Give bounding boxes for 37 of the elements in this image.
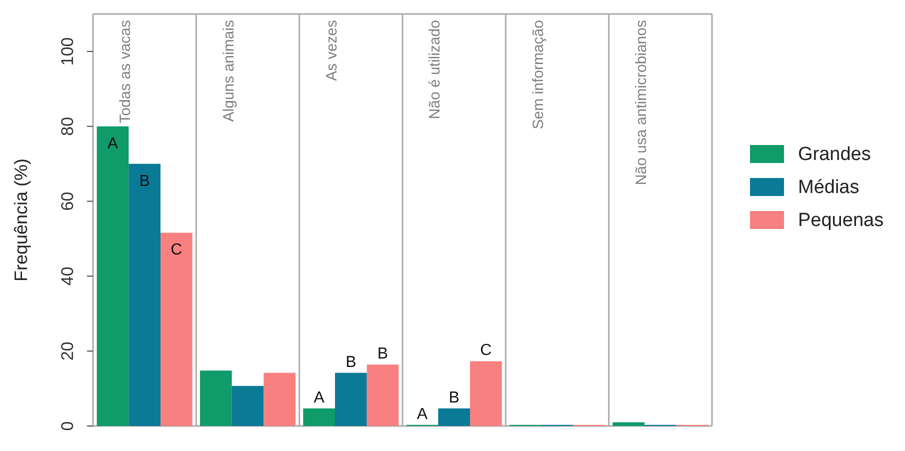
data-label: A bbox=[314, 389, 325, 406]
bar bbox=[366, 364, 399, 426]
x-tick-label: Sem informação bbox=[530, 20, 547, 130]
x-tick-label: Alguns animais bbox=[220, 20, 238, 122]
bar bbox=[334, 372, 367, 426]
data-label: B bbox=[139, 172, 150, 190]
bar bbox=[264, 372, 296, 426]
bar bbox=[438, 408, 470, 426]
data-label: C bbox=[170, 242, 182, 259]
y-tick-label: 20 bbox=[58, 342, 77, 361]
bar bbox=[303, 408, 335, 426]
x-tick-label: Não é utilizado bbox=[426, 20, 444, 120]
y-tick-label: 100 bbox=[58, 37, 77, 66]
x-tick-label: Todas as vacas bbox=[117, 20, 134, 124]
data-label: B bbox=[448, 389, 460, 406]
y-tick-label: 80 bbox=[58, 116, 77, 136]
legend-label: Pequenas bbox=[798, 210, 884, 231]
bar bbox=[200, 370, 232, 426]
data-label: A bbox=[416, 406, 428, 423]
x-tick-label: Não usa antimicrobianos bbox=[632, 20, 650, 186]
y-tick-label: 40 bbox=[58, 266, 77, 286]
data-label: C bbox=[480, 342, 492, 360]
legend-label: Médias bbox=[798, 177, 860, 198]
y-axis-title: Frequência (%) bbox=[11, 158, 31, 282]
bar bbox=[612, 422, 644, 426]
bar bbox=[232, 386, 264, 426]
bar bbox=[96, 126, 129, 426]
data-label: A bbox=[107, 135, 118, 152]
data-label: B bbox=[346, 354, 356, 371]
y-tick-label: 0 bbox=[58, 421, 77, 431]
bar bbox=[470, 361, 502, 426]
bar bbox=[160, 232, 192, 426]
bar bbox=[128, 164, 161, 426]
y-tick-label: 60 bbox=[58, 192, 77, 211]
x-tick-label: As vezes bbox=[323, 20, 340, 81]
data-label: B bbox=[377, 346, 388, 363]
legend-label: Grandes bbox=[798, 144, 871, 165]
